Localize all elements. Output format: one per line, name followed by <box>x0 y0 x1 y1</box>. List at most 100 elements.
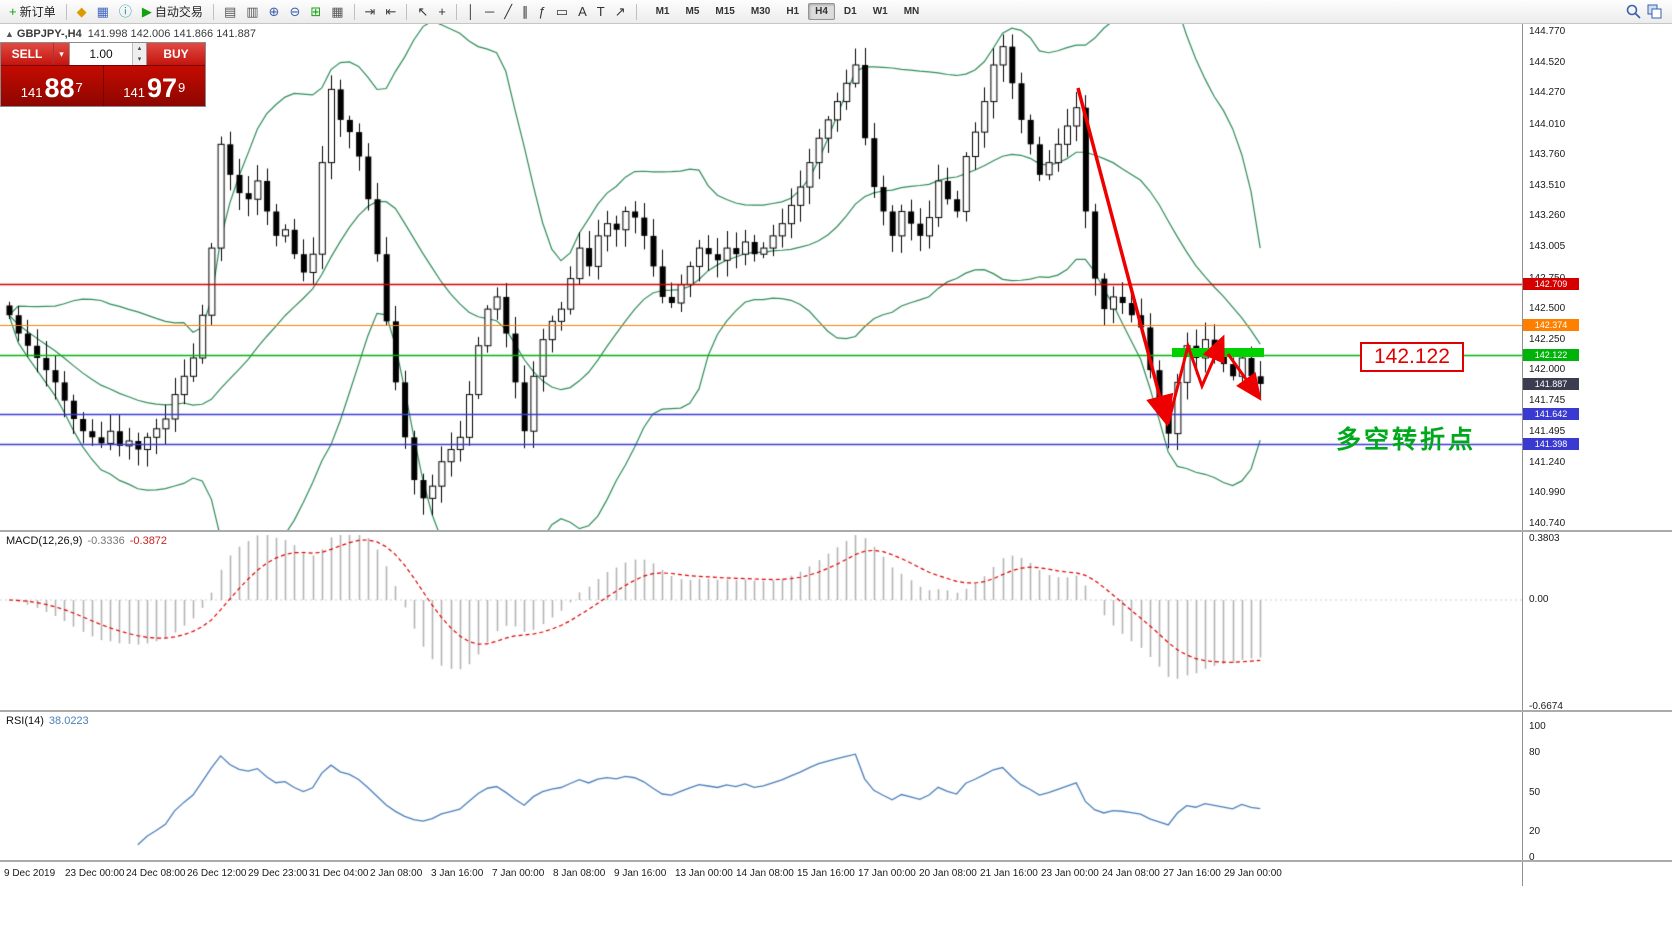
macd-panel[interactable]: MACD(12,26,9) -0.3336 -0.3872 <box>0 532 1522 710</box>
axis-label: 142.250 <box>1529 333 1566 345</box>
sell-price-display[interactable]: 141 88 7 <box>1 66 104 106</box>
date-label: 9 Jan 16:00 <box>614 868 667 879</box>
date-label: 31 Dec 04:00 <box>309 868 369 879</box>
chart-window-button[interactable]: ▦ <box>327 1 347 23</box>
price-tag: 141.398 <box>1523 437 1579 450</box>
auto-scroll-button[interactable]: ⇥ <box>361 1 380 23</box>
downtrend-arrow[interactable] <box>1076 87 1174 427</box>
zoom-out-button[interactable]: ⊖ <box>285 1 304 23</box>
volume-spinner: ▴ ▾ <box>132 43 146 65</box>
toolbar-separator <box>635 3 637 20</box>
fibonacci-button[interactable]: ƒ <box>535 1 550 23</box>
axis-label: 142.000 <box>1529 364 1566 376</box>
date-label: 24 Dec 08:00 <box>126 868 186 879</box>
trendline-button[interactable]: ╱ <box>500 1 516 23</box>
date-label: 23 Dec 00:00 <box>65 868 125 879</box>
axis-label: 141.495 <box>1529 425 1566 437</box>
text-button[interactable]: A <box>574 1 591 23</box>
macd-label: MACD(12,26,9) -0.3336 -0.3872 <box>6 535 167 547</box>
equidistant-channel-icon: ∥ <box>522 4 529 19</box>
chart-shift-icon: ⇤ <box>385 4 397 19</box>
zoom-out-icon: ⊖ <box>289 4 301 19</box>
zoom-in-button[interactable]: ⊕ <box>265 1 284 23</box>
navigator-button[interactable]: ⓘ <box>115 1 136 23</box>
axis-label: 141.745 <box>1529 395 1566 407</box>
order-type-dropdown[interactable]: ▾ <box>53 43 69 65</box>
timeframe-d1[interactable]: D1 <box>843 6 857 17</box>
sell-price-main: 141 <box>20 84 43 100</box>
down-projection-arrow[interactable] <box>1226 353 1262 401</box>
vertical-line-button[interactable]: │ <box>463 1 479 23</box>
date-label: 7 Jan 00:00 <box>492 868 545 879</box>
date-label: 26 Dec 12:00 <box>187 868 247 879</box>
cursor-button[interactable]: ↖ <box>413 1 432 23</box>
price-callout-box[interactable]: 142.122 <box>1360 342 1464 372</box>
volume-down-button[interactable]: ▾ <box>133 54 146 65</box>
buy-button[interactable]: BUY <box>147 43 205 65</box>
volume-input[interactable] <box>70 43 132 65</box>
panel-separator[interactable] <box>0 710 1672 712</box>
price-axis[interactable]: 144.770 144.520 144.270 144.010 143.760 143.5… <box>1522 24 1672 886</box>
new-order-button[interactable]: + 新订单 <box>5 1 60 23</box>
date-label: 2 Jan 08:00 <box>370 868 423 879</box>
zoom-in-icon: ⊕ <box>268 4 280 19</box>
timeframe-mn[interactable]: MN <box>903 6 920 17</box>
trade-controls-row: SELL ▾ ▴ ▾ BUY <box>1 43 205 65</box>
timeframe-m1[interactable]: M1 <box>655 6 670 17</box>
sell-button[interactable]: SELL <box>1 43 53 65</box>
timeframe-m30[interactable]: M30 <box>750 6 771 17</box>
sell-price-pip: 7 <box>75 80 83 95</box>
chart-symbol-header: ▲ GBPJPY-,H4 141.998 142.006 141.866 141.8… <box>5 28 256 40</box>
buy-price-big: 97 <box>146 73 177 103</box>
auto-scroll-icon: ⇥ <box>364 4 376 19</box>
toolbar-separator <box>455 3 457 20</box>
candlestick-canvas[interactable] <box>0 24 1522 530</box>
volume-up-button[interactable]: ▴ <box>133 43 146 54</box>
chart-candles-button[interactable]: ▥ <box>242 1 262 23</box>
axis-label: 50 <box>1529 786 1541 798</box>
axis-label: 140.740 <box>1529 518 1566 529</box>
chart-bars-button[interactable]: ▤ <box>220 1 240 23</box>
date-label: 29 Jan 00:00 <box>1224 868 1282 879</box>
text-label-button[interactable]: T <box>593 1 609 23</box>
data-window-button[interactable]: ▦ <box>93 1 113 23</box>
chart-shift-button[interactable]: ⇤ <box>381 1 400 23</box>
timeframe-h4[interactable]: H4 <box>808 3 835 20</box>
main-chart-panel[interactable]: ▲ GBPJPY-,H4 141.998 142.006 141.866 141.8… <box>0 24 1522 530</box>
panel-separator[interactable] <box>0 860 1672 862</box>
autotrading-icon: ▶ <box>141 4 152 19</box>
timeframe-h1[interactable]: H1 <box>786 6 800 17</box>
cursor-icon: ↖ <box>417 4 429 19</box>
zigzag-projection[interactable] <box>1166 334 1225 425</box>
date-label: 29 Dec 23:00 <box>248 868 308 879</box>
arrow-objects-button[interactable]: ↗ <box>611 1 630 23</box>
trendline-icon: ╱ <box>504 4 513 19</box>
tile-windows-button[interactable]: ⊞ <box>306 1 325 23</box>
autotrading-button[interactable]: ▶ 自动交易 <box>138 1 207 23</box>
buy-price-display[interactable]: 141 97 9 <box>104 66 206 106</box>
macd-main-value: -0.3336 <box>87 535 125 547</box>
shapes-button[interactable]: ▭ <box>552 1 572 23</box>
crosshair-button[interactable]: + <box>434 1 450 23</box>
new-order-icon: + <box>9 4 17 19</box>
price-tag: 142.122 <box>1523 349 1579 362</box>
market-watch-button[interactable]: ◆ <box>73 1 91 23</box>
buy-price-main: 141 <box>123 84 145 100</box>
price-tag: 141.642 <box>1523 407 1579 420</box>
price-tag: 141.887 <box>1523 377 1579 390</box>
equidistant-channel-button[interactable]: ∥ <box>518 1 533 23</box>
timeframe-w1[interactable]: W1 <box>872 6 888 17</box>
search-icon[interactable] <box>1626 4 1641 19</box>
timeframe-m15[interactable]: M15 <box>715 6 735 17</box>
time-axis[interactable]: 9 Dec 2019 23 Dec 00:00 24 Dec 08:00 26 Dec… <box>0 862 1522 888</box>
arrow-objects-icon: ↗ <box>614 4 626 19</box>
timeframe-m5[interactable]: M5 <box>685 6 700 17</box>
macd-canvas <box>0 532 1522 710</box>
horizontal-line-button[interactable]: ─ <box>481 1 498 23</box>
text-label-icon: T <box>596 4 605 19</box>
chart-layers-icon[interactable] <box>1647 4 1662 19</box>
macd-signal-value: -0.3872 <box>129 535 168 547</box>
turning-point-annotation[interactable]: 多空转折点 <box>1336 426 1477 454</box>
rsi-panel[interactable]: RSI(14) 38.0223 <box>0 712 1522 860</box>
panel-separator[interactable] <box>0 530 1672 532</box>
